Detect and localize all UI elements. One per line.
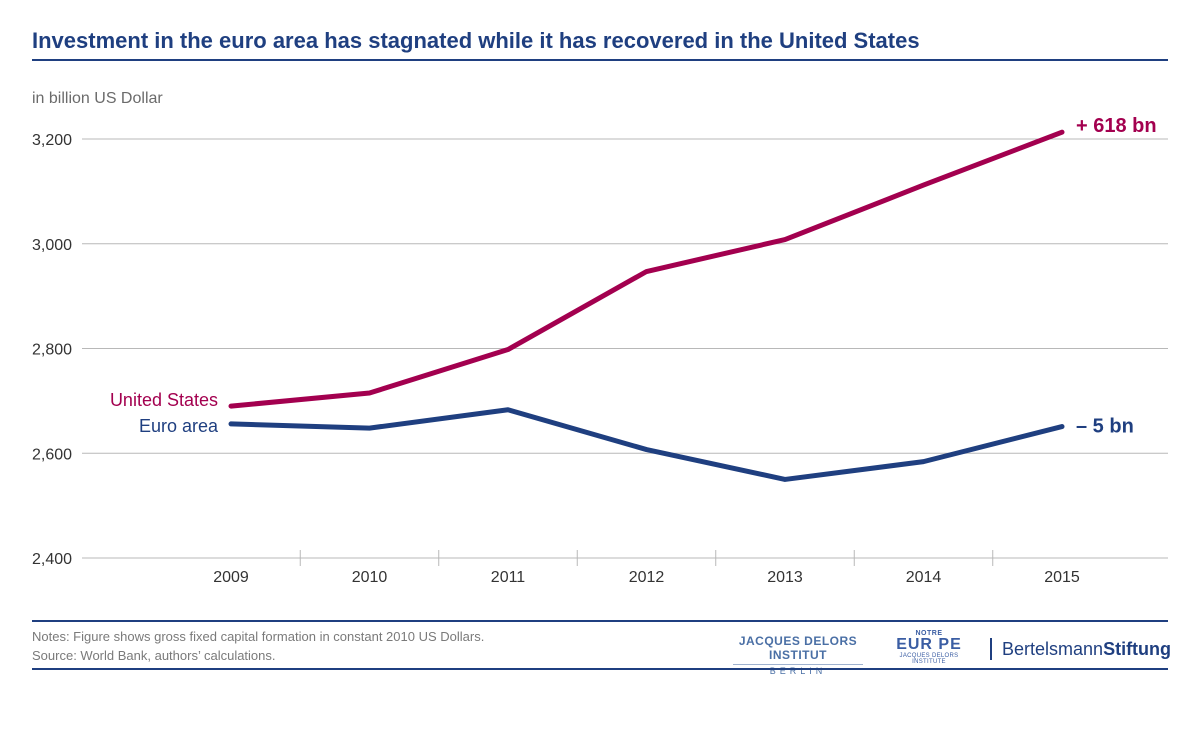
jacques-delors-institut-logo: JACQUES DELORS INSTITUT BERLIN (733, 634, 863, 676)
ne-logo-sub: JACQUES DELORS INSTITUTE (899, 653, 959, 665)
x-tick-label: 2009 (213, 569, 249, 586)
notes-line: Notes: Figure shows gross fixed capital … (32, 629, 485, 644)
notre-europe-logo: NOTRE EUR PE JACQUES DELORS INSTITUTE (884, 630, 974, 665)
ne-logo-main: EUR PE (896, 636, 962, 653)
y-tick-label: 2,400 (32, 551, 72, 568)
bertelsmann-stiftung-logo: BertelsmannStiftung (990, 638, 1171, 660)
x-tick-label: 2014 (906, 569, 942, 586)
x-tick-label: 2010 (352, 569, 388, 586)
notes-top-rule (32, 620, 1168, 622)
title-rule (32, 59, 1168, 61)
jdi-logo-city: BERLIN (733, 664, 863, 676)
bottom-rule (32, 668, 1168, 670)
series-line-united-states (228, 129, 1065, 409)
ne-logo-top: NOTRE (915, 630, 943, 637)
chart-title: Investment in the euro area has stagnate… (32, 28, 920, 53)
x-tick-label: 2013 (767, 569, 803, 586)
series-name-label: United States (110, 390, 218, 410)
x-tick-label: 2012 (629, 569, 665, 586)
y-tick-label: 3,000 (32, 237, 72, 254)
bs-logo-part2: Stiftung (1103, 639, 1172, 659)
source-line: Source: World Bank, authors’ calculation… (32, 648, 276, 663)
series-end-label: – 5 bn (1076, 416, 1134, 438)
y-tick-label: 3,200 (32, 132, 72, 149)
y-tick-label: 2,800 (32, 342, 72, 359)
y-tick-label: 2,600 (32, 446, 72, 463)
series-end-label: + 618 bn (1076, 115, 1157, 137)
unit-label: in billion US Dollar (32, 90, 163, 107)
x-tick-label: 2011 (491, 569, 526, 586)
series-name-label: Euro area (139, 416, 219, 436)
series-line-euro-area (228, 407, 1065, 482)
x-tick-label: 2015 (1044, 569, 1080, 586)
bs-logo-part1: Bertelsmann (1002, 639, 1104, 659)
jdi-logo-name: JACQUES DELORS INSTITUT (738, 634, 858, 662)
notes: Notes: Figure shows gross fixed capital … (32, 627, 484, 665)
